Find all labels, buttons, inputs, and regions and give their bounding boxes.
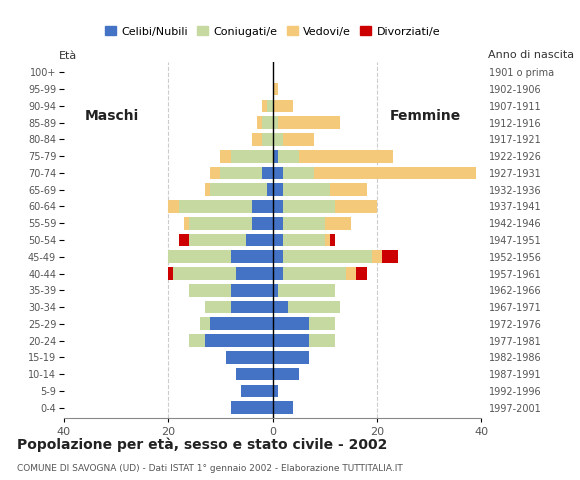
Bar [372, 251, 382, 263]
Bar [288, 301, 340, 313]
Bar [278, 150, 299, 163]
Bar [236, 267, 273, 280]
Bar [273, 234, 283, 246]
Text: Popolazione per età, sesso e stato civile - 2002: Popolazione per età, sesso e stato civil… [17, 437, 388, 452]
Bar [220, 167, 262, 179]
Bar [309, 334, 335, 347]
Text: Femmine: Femmine [389, 108, 461, 122]
Bar [273, 368, 299, 380]
Bar [168, 251, 231, 263]
Bar [262, 167, 273, 179]
Bar [231, 251, 273, 263]
Bar [283, 167, 314, 179]
Bar [309, 317, 335, 330]
Bar [179, 200, 252, 213]
Bar [173, 267, 236, 280]
Bar [283, 217, 325, 229]
Bar [299, 150, 393, 163]
Text: Anno di nascita: Anno di nascita [488, 49, 574, 60]
Bar [231, 301, 273, 313]
Bar [273, 334, 309, 347]
Bar [241, 384, 273, 397]
Bar [273, 83, 278, 96]
Bar [356, 267, 367, 280]
Bar [283, 251, 372, 263]
Bar [252, 200, 273, 213]
Bar [189, 234, 246, 246]
Bar [273, 384, 278, 397]
Bar [179, 234, 189, 246]
Bar [273, 183, 283, 196]
Bar [283, 200, 335, 213]
Bar [273, 267, 283, 280]
Bar [262, 100, 267, 112]
Bar [273, 351, 309, 363]
Bar [273, 284, 278, 297]
Bar [278, 284, 335, 297]
Bar [205, 334, 273, 347]
Bar [330, 183, 367, 196]
Bar [314, 167, 476, 179]
Bar [346, 267, 356, 280]
Bar [382, 251, 398, 263]
Bar [168, 267, 173, 280]
Bar [231, 284, 273, 297]
Bar [273, 133, 283, 146]
Bar [273, 167, 283, 179]
Bar [210, 183, 267, 196]
Bar [273, 100, 293, 112]
Text: COMUNE DI SAVOGNA (UD) - Dati ISTAT 1° gennaio 2002 - Elaborazione TUTTITALIA.IT: COMUNE DI SAVOGNA (UD) - Dati ISTAT 1° g… [17, 464, 403, 473]
Bar [231, 150, 273, 163]
Bar [273, 317, 309, 330]
Bar [283, 234, 325, 246]
Bar [226, 351, 273, 363]
Bar [184, 217, 189, 229]
Bar [262, 133, 273, 146]
Bar [236, 368, 273, 380]
Bar [273, 200, 283, 213]
Text: Maschi: Maschi [85, 108, 139, 122]
Bar [205, 183, 210, 196]
Bar [267, 183, 273, 196]
Bar [262, 117, 273, 129]
Legend: Celibi/Nubili, Coniugati/e, Vedovi/e, Divorziati/e: Celibi/Nubili, Coniugati/e, Vedovi/e, Di… [100, 22, 445, 41]
Bar [189, 284, 231, 297]
Bar [252, 217, 273, 229]
Bar [205, 301, 231, 313]
Bar [283, 133, 314, 146]
Text: Età: Età [59, 51, 77, 61]
Bar [252, 133, 262, 146]
Bar [273, 251, 283, 263]
Bar [200, 317, 210, 330]
Bar [189, 334, 205, 347]
Bar [267, 100, 273, 112]
Bar [189, 217, 252, 229]
Bar [335, 200, 377, 213]
Bar [325, 234, 330, 246]
Bar [210, 167, 220, 179]
Bar [257, 117, 262, 129]
Bar [210, 317, 273, 330]
Bar [273, 150, 278, 163]
Bar [330, 234, 335, 246]
Bar [246, 234, 273, 246]
Bar [273, 301, 288, 313]
Bar [273, 117, 278, 129]
Bar [278, 117, 340, 129]
Bar [273, 217, 283, 229]
Bar [168, 200, 179, 213]
Bar [325, 217, 351, 229]
Bar [273, 401, 293, 414]
Bar [283, 183, 330, 196]
Bar [283, 267, 346, 280]
Bar [231, 401, 273, 414]
Bar [220, 150, 231, 163]
